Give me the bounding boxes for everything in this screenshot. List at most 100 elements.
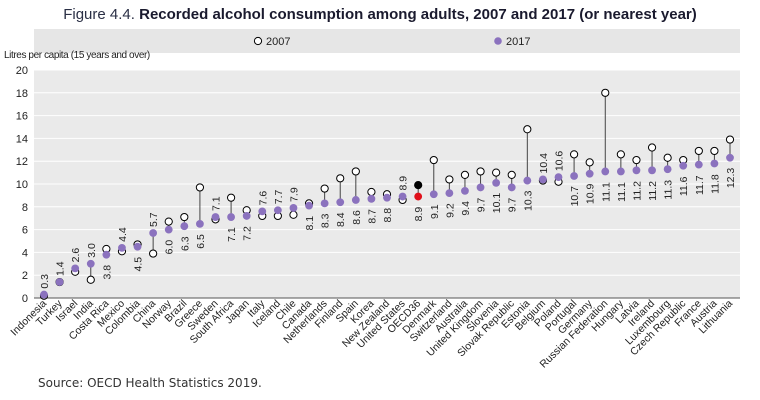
value-label: 5.7 — [148, 212, 160, 227]
point-2007 — [601, 88, 610, 97]
point-2017 — [289, 204, 298, 212]
point-2017 — [196, 220, 204, 228]
point-2007 — [710, 146, 719, 156]
point-2017 — [492, 178, 501, 187]
point-2017 — [118, 243, 126, 252]
point-2007 — [86, 275, 95, 284]
point-2007 — [367, 187, 376, 197]
value-label: 7.9 — [288, 187, 300, 202]
value-label: 9.7 — [507, 197, 519, 212]
point-2007 — [476, 167, 485, 176]
value-label: 10.6 — [554, 151, 566, 172]
point-2017 — [601, 167, 610, 176]
point-2017 — [55, 278, 64, 286]
point-2017 — [445, 189, 454, 198]
point-2017 — [242, 212, 251, 220]
point-2017 — [585, 169, 594, 178]
value-label: 8.9 — [398, 176, 410, 191]
value-label: 8.4 — [335, 212, 347, 227]
point-2007 — [351, 167, 360, 176]
point-2017 — [102, 250, 111, 259]
value-label: 2.6 — [70, 248, 82, 263]
value-label: 7.2 — [242, 226, 254, 241]
gridlines — [34, 69, 740, 299]
point-2017 — [726, 153, 734, 162]
value-label: 10.7 — [569, 186, 581, 207]
value-label: 7.1 — [226, 227, 238, 242]
point-2007 — [460, 170, 470, 179]
point-2017 — [398, 192, 407, 201]
point-2007 — [663, 153, 672, 162]
point-2007 — [647, 143, 657, 152]
value-label: 11.7 — [694, 175, 706, 195]
y-tick-label: 18 — [16, 88, 28, 100]
point-2017 — [367, 194, 376, 203]
value-label: 9.7 — [476, 197, 488, 212]
legend-label-2007: 2007 — [266, 36, 290, 48]
value-label: 9.1 — [429, 204, 441, 219]
y-tick-label: 16 — [16, 111, 28, 123]
y-tick-label: 12 — [16, 156, 28, 168]
value-label: 3.8 — [101, 265, 113, 280]
value-label: 8.8 — [382, 208, 394, 223]
value-label: 0.3 — [39, 274, 51, 289]
point-2007 — [694, 146, 703, 156]
value-label: 8.7 — [366, 209, 378, 224]
figure-title: Recorded alcohol consumption among adult… — [139, 6, 697, 23]
point-2017 — [211, 213, 220, 221]
y-tick-label: 20 — [16, 65, 28, 77]
point-2017 — [164, 225, 173, 234]
point-2007 — [523, 125, 532, 134]
point-2017 — [273, 206, 282, 215]
legend-label-2017: 2017 — [506, 36, 530, 48]
point-2007 — [164, 217, 173, 226]
point-2017 — [149, 229, 158, 237]
point-2017 — [227, 213, 235, 221]
value-label: 12.3 — [725, 168, 737, 189]
value-label: 11.2 — [631, 181, 643, 201]
y-axis-ticks: 0 2 4 6 8 10 12 14 16 18 20 — [16, 65, 28, 305]
value-label: 10.1 — [491, 193, 503, 214]
point-2007 — [725, 135, 735, 144]
y-tick-label: 2 — [22, 270, 28, 282]
point-2017 — [86, 259, 95, 268]
y-axis-title: Litres per capita (15 years and over) — [4, 50, 150, 61]
value-label: 6.5 — [195, 234, 207, 249]
point-2017 — [663, 165, 672, 174]
point-2007 — [320, 184, 329, 193]
value-label: 10.4 — [538, 153, 550, 174]
value-label: 4.5 — [133, 257, 145, 272]
point-2017 — [429, 190, 438, 199]
y-tick-label: 0 — [22, 293, 28, 305]
point-2017 — [710, 159, 719, 168]
value-label: 3.0 — [86, 243, 98, 258]
value-label: 7.1 — [211, 196, 223, 211]
point-2007 — [585, 158, 594, 167]
point-2007 — [149, 249, 158, 258]
point-2017 — [554, 173, 563, 182]
point-2017 — [679, 161, 688, 170]
value-labels: 0.3 1.42.6 3.03.8 4.4 4.5 5.7 6.0 6.3 6.5 7.1 7.1 7… — [39, 151, 737, 289]
value-label: 6.3 — [179, 236, 191, 251]
y-tick-label: 10 — [16, 179, 28, 191]
value-label: 11.2 — [647, 181, 659, 201]
point-2017 — [320, 199, 329, 208]
point-2007 — [195, 183, 205, 192]
point-2007 — [336, 174, 345, 183]
point-2007 — [429, 155, 438, 165]
value-label: 11.1 — [616, 182, 628, 202]
point-2007 — [569, 150, 579, 159]
value-label: 9.2 — [444, 203, 456, 218]
point-2017 — [383, 193, 391, 202]
point-2017 — [570, 172, 578, 180]
dot-chart: 2007 2017 Litres per capita (15 years an… — [4, 29, 740, 370]
value-label: 11.6 — [678, 176, 690, 196]
y-tick-label: 14 — [16, 133, 28, 145]
value-label: 11.3 — [663, 180, 675, 200]
figure-label: Figure 4.4. — [63, 6, 135, 23]
point-2007 — [289, 210, 298, 219]
chart-title: Figure 4.4. Recorded alcohol consumption… — [0, 6, 760, 23]
value-label: 4.4 — [117, 227, 129, 242]
point-2007 — [507, 170, 516, 179]
